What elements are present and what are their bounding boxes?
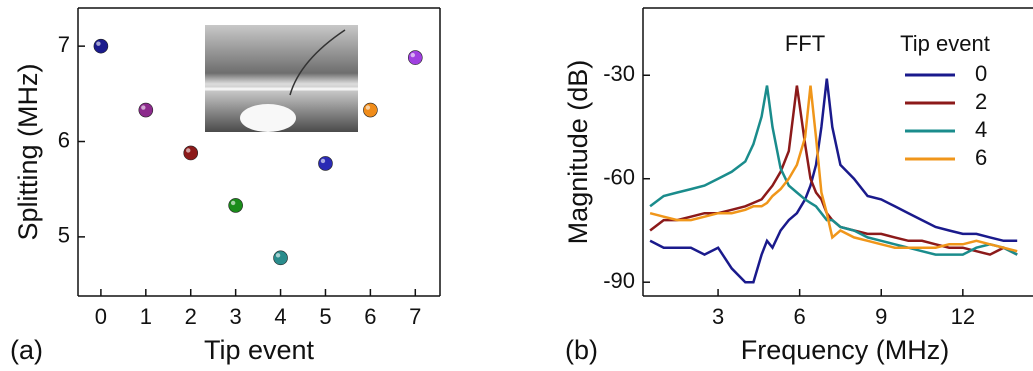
x-tick-label: 6: [364, 304, 376, 329]
y-tick-label: 7: [58, 32, 70, 57]
legend-label: 6: [975, 145, 987, 170]
x-tick-label: 4: [274, 304, 286, 329]
x-axis-title: Tip event: [204, 335, 315, 365]
x-axis-title: Frequency (MHz): [741, 335, 950, 365]
point: [363, 102, 378, 118]
highlight: [365, 105, 371, 110]
highlight: [186, 148, 191, 153]
line: [649, 78, 1018, 284]
highlight: [320, 158, 326, 164]
y-axis-title: Splitting (MHz): [13, 63, 43, 240]
x-tick-label: 5: [319, 304, 331, 329]
x-tick-label: 3: [712, 304, 724, 329]
line: [649, 85, 1018, 256]
highlight: [275, 253, 281, 258]
x-tick-label: 1: [140, 304, 152, 329]
y-tick-label: 5: [58, 223, 70, 248]
highlight: [230, 200, 236, 206]
y-tick-label: -60: [603, 165, 635, 190]
point: [183, 145, 199, 161]
legend-label: 0: [975, 61, 987, 86]
y-tick-label: -90: [603, 268, 635, 293]
y-tick-label: -30: [603, 61, 635, 86]
highlight: [141, 105, 146, 110]
legend-label: 2: [975, 89, 987, 114]
x-tick-label: 0: [95, 304, 107, 329]
plot-area: [649, 78, 1018, 284]
point: [318, 156, 333, 171]
x-tick-label: 6: [794, 304, 806, 329]
annotation: FFT: [785, 31, 825, 56]
x-tick-label: 7: [409, 304, 421, 329]
y-tick-label: 6: [58, 127, 70, 152]
line: [649, 85, 1018, 256]
x-tick-label: 12: [951, 304, 975, 329]
point: [273, 250, 288, 266]
legend-title: Tip event: [900, 31, 990, 56]
line: [649, 85, 1018, 253]
panel-label: (a): [10, 335, 43, 365]
point: [93, 38, 109, 54]
point: [228, 198, 243, 213]
highlight: [410, 52, 415, 58]
x-tick-label: 3: [230, 304, 242, 329]
y-axis-title: Magnitude (dB): [563, 60, 593, 245]
point: [138, 102, 154, 118]
legend-label: 4: [975, 117, 987, 142]
x-tick-label: 9: [875, 304, 887, 329]
panel-label: (b): [565, 335, 598, 365]
point: [407, 50, 423, 65]
highlight: [96, 41, 101, 46]
x-tick-label: 2: [185, 304, 197, 329]
inset-photo: [205, 25, 358, 132]
